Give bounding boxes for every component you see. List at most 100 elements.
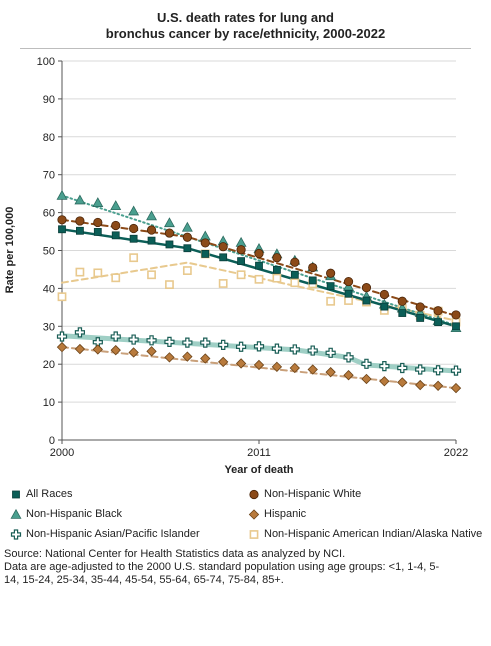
- data-point: [74, 194, 86, 205]
- data-point: [397, 362, 408, 374]
- legend-item: Non-Hispanic American Indian/Alaska Nati…: [248, 528, 482, 540]
- data-point: [182, 232, 192, 242]
- data-point: [57, 292, 67, 302]
- data-point: [433, 306, 443, 316]
- data-point: [200, 353, 211, 364]
- legend-label: Non-Hispanic Black: [26, 508, 122, 520]
- data-point: [219, 253, 228, 262]
- title-divider: [20, 48, 471, 49]
- y-tick-label: 30: [43, 321, 55, 333]
- data-point: [75, 267, 85, 277]
- legend-marker: [10, 529, 22, 540]
- data-point: [57, 215, 67, 225]
- source-line-3: 14, 15-24, 25-34, 35-44, 45-54, 55-64, 6…: [4, 574, 284, 586]
- data-point: [218, 279, 228, 288]
- data-point: [307, 364, 318, 375]
- data-point: [344, 296, 353, 305]
- data-point: [344, 289, 353, 298]
- data-point: [290, 270, 299, 279]
- data-point: [415, 364, 426, 375]
- data-point: [236, 245, 246, 255]
- data-point: [432, 380, 444, 391]
- data-point: [452, 322, 460, 331]
- y-tick-label: 100: [37, 56, 55, 68]
- data-point: [253, 359, 265, 371]
- data-point: [380, 302, 389, 311]
- legend-swatch: [248, 509, 260, 520]
- data-point: [237, 257, 245, 266]
- chart-title-line-2: bronchus cancer by race/ethnicity, 2000-…: [105, 26, 386, 41]
- legend-label: Non-Hispanic Asian/Pacific Islander: [26, 528, 200, 540]
- legend-marker: [249, 530, 259, 539]
- data-point: [146, 335, 157, 346]
- data-point: [379, 289, 389, 300]
- x-tick-label: 2000: [50, 447, 74, 459]
- y-tick-label: 40: [43, 283, 55, 295]
- data-point: [218, 339, 229, 350]
- data-point: [235, 236, 247, 247]
- legend-item: Non-Hispanic Black: [10, 508, 122, 520]
- data-point: [343, 352, 354, 363]
- data-point: [75, 216, 85, 226]
- data-point: [325, 347, 336, 358]
- legend-label: Non-Hispanic White: [264, 488, 362, 500]
- y-tick-label: 60: [43, 208, 55, 220]
- line-chart: 0 10 20 30 40 50 60 70 80 90 100 2000 2011 2022 Rate …: [4, 56, 469, 476]
- y-axis-label: Rate per 100,000: [4, 207, 16, 294]
- data-point: [253, 341, 265, 352]
- data-point: [146, 210, 158, 221]
- data-point: [325, 366, 336, 378]
- data-point: [307, 345, 318, 356]
- data-point: [93, 217, 103, 228]
- data-point: [343, 276, 354, 287]
- data-point: [182, 337, 193, 348]
- legend-item: Non-Hispanic White: [248, 488, 361, 500]
- data-point: [361, 373, 372, 385]
- data-point: [290, 278, 300, 288]
- data-point: [56, 331, 68, 342]
- data-point: [56, 189, 68, 200]
- series-points-1: [58, 225, 460, 331]
- data-point: [290, 257, 300, 267]
- data-point: [308, 262, 318, 273]
- data-point: [74, 343, 86, 355]
- x-axis-label: Year of death: [224, 464, 293, 476]
- data-point: [397, 296, 407, 306]
- data-point: [110, 345, 121, 356]
- axes: 0 10 20 30 40 50 60 70 80 90 100 2000 2011 2022: [37, 56, 469, 459]
- data-point: [201, 250, 210, 258]
- data-point: [416, 314, 425, 322]
- trend-line-6: [61, 261, 457, 322]
- data-point: [93, 228, 102, 236]
- legend-label: Non-Hispanic American Indian/Alaska Nati…: [264, 528, 483, 540]
- data-point: [450, 382, 462, 394]
- legend-marker: [12, 490, 20, 499]
- data-point: [272, 253, 282, 263]
- data-point: [111, 273, 121, 283]
- data-point: [92, 344, 103, 355]
- data-point: [326, 268, 336, 278]
- data-point: [271, 361, 283, 373]
- data-point: [182, 266, 192, 275]
- data-point: [165, 240, 174, 249]
- data-point: [128, 334, 139, 345]
- legend-marker: [10, 508, 22, 519]
- data-point: [128, 205, 140, 216]
- data-point: [111, 220, 121, 231]
- data-point: [271, 343, 283, 354]
- legend-label: Hispanic: [264, 508, 307, 520]
- legend-swatch: [10, 529, 22, 540]
- data-point: [379, 360, 390, 372]
- trend-lines: [59, 194, 459, 390]
- data-point: [147, 270, 156, 280]
- data-point: [163, 217, 175, 228]
- data-point: [434, 318, 442, 327]
- data-points: [56, 189, 462, 394]
- legend-marker: [249, 489, 259, 500]
- data-point: [308, 276, 317, 285]
- y-tick-label: 10: [43, 397, 55, 409]
- data-point: [289, 344, 300, 355]
- data-point: [129, 234, 138, 243]
- source-line-2: Data are age-adjusted to the 2000 U.S. s…: [4, 561, 440, 573]
- data-point: [110, 200, 122, 211]
